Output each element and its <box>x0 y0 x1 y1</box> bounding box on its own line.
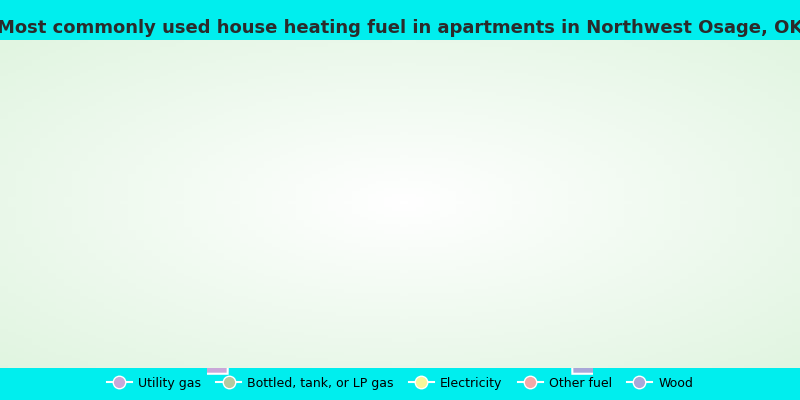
Text: Most commonly used house heating fuel in apartments in Northwest Osage, OK: Most commonly used house heating fuel in… <box>0 18 800 36</box>
Wedge shape <box>570 330 678 374</box>
Wedge shape <box>514 165 651 300</box>
Wedge shape <box>122 109 346 374</box>
Wedge shape <box>314 96 584 244</box>
Wedge shape <box>556 255 674 347</box>
Text: City-Data.com: City-Data.com <box>506 53 586 63</box>
Legend: Utility gas, Bottled, tank, or LP gas, Electricity, Other fuel, Wood: Utility gas, Bottled, tank, or LP gas, E… <box>102 372 698 394</box>
